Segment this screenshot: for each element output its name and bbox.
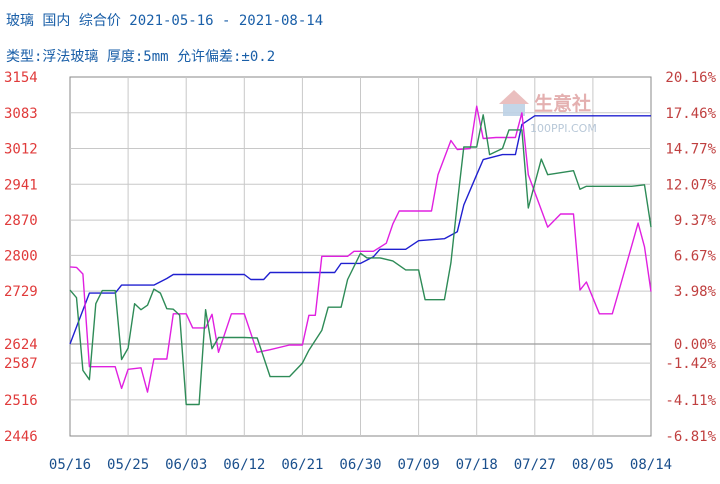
y-left-tick-label: 2941	[4, 177, 38, 193]
y-right-tick-label: 17.46%	[665, 106, 716, 122]
watermark-roof-icon	[499, 90, 529, 104]
y-right-tick-label: -6.81%	[665, 429, 716, 445]
y-right-tick-label: 3.98%	[674, 284, 717, 300]
y-left-tick-label: 2800	[4, 248, 38, 264]
y-left-tick-label: 3154	[4, 70, 38, 86]
y-right-tick-label: 0.00%	[674, 337, 717, 353]
y-right-tick-label: -1.42%	[665, 356, 716, 372]
watermark-site: 100PPI.COM	[530, 122, 597, 135]
x-tick-label: 06/12	[223, 457, 265, 473]
y-right-tick-label: 9.37%	[674, 213, 717, 229]
x-tick-label: 08/14	[630, 457, 672, 473]
watermark-house-icon	[503, 104, 525, 116]
x-tick-label: 06/30	[339, 457, 381, 473]
x-tick-label: 07/18	[456, 457, 498, 473]
x-tick-label: 07/27	[514, 457, 556, 473]
x-tick-label: 06/21	[281, 457, 323, 473]
series-line-3	[69, 114, 652, 406]
x-tick-label: 06/03	[165, 457, 207, 473]
y-right-tick-label: 20.16%	[665, 70, 716, 86]
y-left-tick-label: 2729	[4, 284, 38, 300]
y-left-tick-label: 3083	[4, 106, 38, 122]
x-tick-label: 07/09	[398, 457, 440, 473]
y-right-tick-label: 6.67%	[674, 248, 717, 264]
y-left-tick-label: 2446	[4, 429, 38, 445]
y-right-tick-label: -4.11%	[665, 393, 716, 409]
x-tick-label: 05/16	[49, 457, 91, 473]
x-tick-label: 05/25	[107, 457, 149, 473]
series-line-2	[69, 105, 652, 393]
chart-subtitle: 类型:浮法玻璃 厚度:5mm 允许偏差:±0.2	[6, 49, 276, 65]
watermark-brand: 生意社	[534, 92, 591, 115]
x-tick-label: 08/05	[572, 457, 614, 473]
y-left-tick-label: 2624	[4, 337, 38, 353]
y-left-tick-label: 3012	[4, 142, 38, 158]
y-right-tick-label: 12.07%	[665, 177, 716, 193]
y-left-tick-label: 2870	[4, 213, 38, 229]
y-left-tick-label: 2587	[4, 356, 38, 372]
y-left-tick-label: 2516	[4, 393, 38, 409]
chart-title: 玻璃 国内 综合价 2021-05-16 - 2021-08-14	[6, 13, 324, 29]
series-line-1	[69, 115, 651, 345]
y-right-tick-label: 14.77%	[665, 142, 716, 158]
